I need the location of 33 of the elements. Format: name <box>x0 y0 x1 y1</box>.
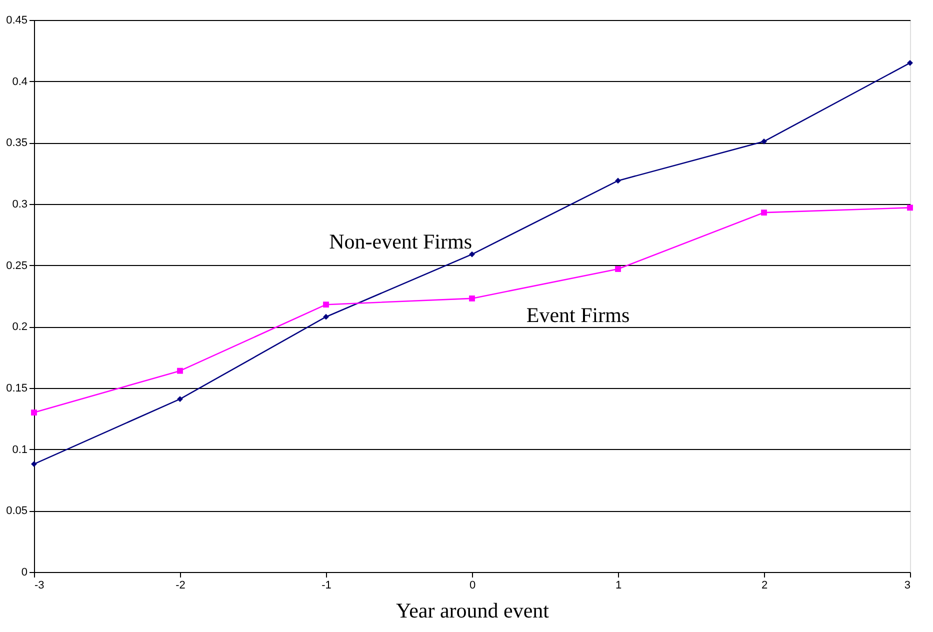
series-label: Non-event Firms <box>329 229 472 254</box>
y-tick-label: 0.3 <box>12 198 28 210</box>
y-tick-label: 0.35 <box>6 137 28 150</box>
point <box>907 60 913 66</box>
point <box>323 314 329 320</box>
point <box>469 295 475 302</box>
x-axis-title: Year around event <box>396 598 550 622</box>
y-tick-label: 0.15 <box>6 382 28 394</box>
series-label: Event Firms <box>526 303 630 328</box>
x-tick-label: -3 <box>34 580 44 592</box>
point <box>615 266 621 272</box>
point <box>31 410 37 416</box>
point <box>323 302 329 308</box>
y-tick-label: 0 <box>21 566 28 578</box>
x-tick-label: -1 <box>322 580 332 592</box>
point <box>761 138 767 144</box>
point <box>31 461 37 468</box>
point <box>761 210 767 216</box>
x-tick-label: 3 <box>904 580 910 592</box>
x-tick-label: 1 <box>615 580 622 592</box>
x-tick-label: -2 <box>176 580 186 592</box>
y-tick-label: 0.45 <box>6 14 28 26</box>
y-tick-label: 0.4 <box>12 76 28 88</box>
point <box>469 251 475 258</box>
x-tick-label: 2 <box>761 580 768 592</box>
y-tick-label: 0.05 <box>6 505 28 518</box>
y-tick-label: 0.1 <box>12 444 28 456</box>
point <box>177 368 183 374</box>
point <box>907 204 913 211</box>
point <box>615 178 621 184</box>
y-tick-label: 0.25 <box>6 260 28 272</box>
y-tick-label: 0.2 <box>12 321 28 334</box>
x-tick-label: 0 <box>469 580 476 592</box>
